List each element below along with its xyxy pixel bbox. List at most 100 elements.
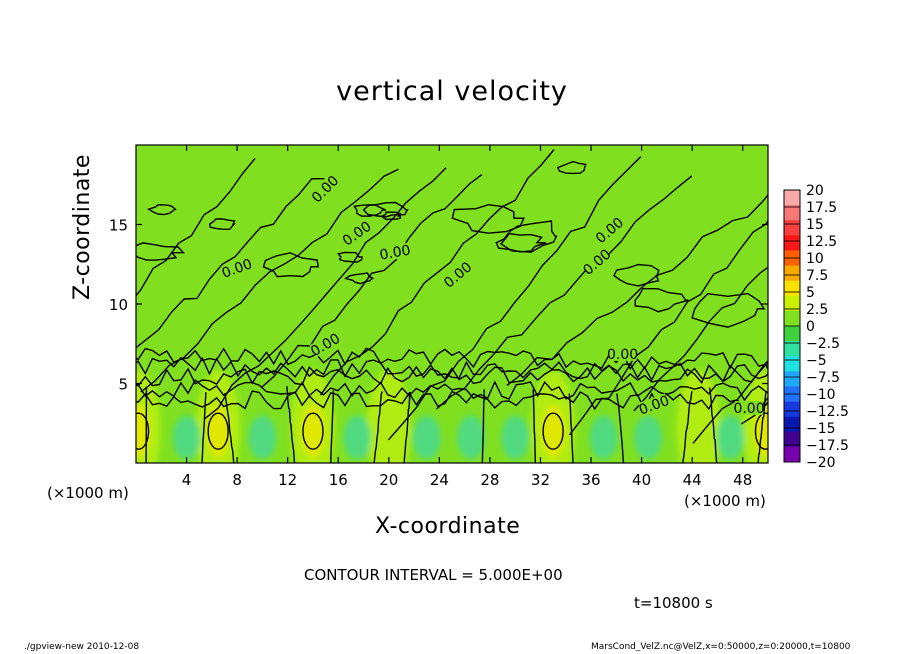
contour-interval-label: CONTOUR INTERVAL = 5.000E+00 [304, 566, 563, 584]
colorbar-label: −20 [806, 455, 836, 471]
contour-plume [403, 391, 411, 463]
contour-cell [542, 412, 564, 450]
contour-plume [481, 389, 485, 463]
contour-label-bg [341, 219, 373, 247]
contour-plume [757, 391, 767, 463]
colorbar-swatch [784, 371, 800, 387]
contour-plume [681, 391, 693, 463]
contour-closed [451, 203, 525, 234]
contour-line [140, 168, 399, 393]
contour-label-bg [309, 331, 341, 358]
background-field [136, 145, 768, 463]
downdraft-cell [412, 415, 441, 460]
y-axis-label: Z-coordinate [70, 154, 95, 300]
colorbar-swatch [784, 235, 800, 251]
x-unit-label-left: (×1000 m) [47, 484, 129, 502]
colorbar-label: 7.5 [806, 268, 828, 284]
contour-closed [353, 204, 387, 217]
contour-closed [344, 272, 374, 285]
x-tick-label: 36 [581, 471, 600, 489]
colorbar-label: 5 [806, 285, 815, 301]
x-tick-label: 48 [733, 471, 752, 489]
downdraft-cell [172, 415, 201, 460]
colorbar-label: 17.5 [806, 200, 837, 216]
colorbar-label: 12.5 [806, 234, 837, 250]
updraft-halo [366, 370, 411, 463]
y-axis: 5 10 15 [109, 217, 768, 394]
updraft-cell [753, 405, 768, 458]
colorbar-label: −10 [806, 387, 836, 403]
colorbar-label: 0 [806, 319, 815, 335]
footer-left: ./gpview-new 2010-12-08 [24, 642, 140, 652]
contour-plume [708, 387, 718, 463]
colorbar-label: −5 [806, 353, 827, 369]
colorbar-swatch [784, 295, 800, 312]
time-label: t=10800 s [634, 594, 713, 612]
contour-label: 0.00 [733, 401, 764, 417]
heatmap-area: 0.000.000.000.000.000.000.000.000.000.00… [136, 145, 768, 463]
contour-plume [532, 389, 537, 463]
contour-closed [634, 287, 689, 313]
updraft-cell [541, 405, 566, 458]
contour-closed [380, 211, 402, 221]
contour-closed [136, 242, 186, 261]
colorbar-swatch [784, 326, 800, 342]
x-tick-label: 24 [430, 471, 449, 489]
contour-cell [207, 412, 229, 450]
contour-plume [224, 393, 235, 463]
colorbar-swatch [784, 401, 800, 417]
contour-label-bg [221, 256, 253, 280]
contour-closed [499, 220, 558, 253]
y-tick-label: 10 [109, 296, 128, 314]
x-tick-label: 40 [632, 471, 651, 489]
contour-cell [302, 412, 324, 450]
x-tick-label: 4 [182, 471, 192, 489]
x-tick-label: 44 [683, 471, 702, 489]
colorbar-label: 20 [806, 183, 824, 199]
colorbar-swatch [784, 205, 800, 221]
colorbar-swatch [784, 310, 800, 327]
chart-title: vertical velocity [336, 76, 568, 107]
x-axis: 4 8 12 16 20 24 28 32 36 40 44 48 [182, 145, 752, 489]
contour-closed [495, 232, 547, 253]
downdraft-cell [633, 415, 662, 460]
downdraft-cell [456, 415, 485, 460]
colorbar-swatch [784, 431, 800, 448]
contour-plume [201, 392, 207, 463]
contour-closed [556, 160, 587, 175]
downdraft-cell [501, 415, 530, 460]
contour-lines [136, 149, 768, 463]
contour-closed [613, 263, 660, 287]
y-tick-label: 15 [109, 217, 128, 235]
contour-label-bg [581, 247, 612, 277]
colorbar-swatch [784, 190, 800, 206]
contour-label-bg [638, 393, 670, 417]
colorbar-label: −2.5 [806, 336, 840, 352]
contour-line [136, 363, 768, 388]
downdraft-cell [343, 415, 372, 460]
x-tick-label: 28 [480, 471, 499, 489]
colorbar-label: 2.5 [806, 302, 828, 318]
x-tick-label: 16 [329, 471, 348, 489]
downdraft-cell [716, 415, 745, 460]
downdraft-cell [589, 415, 618, 460]
contour-plume [330, 390, 335, 463]
colorbar-label: −15 [806, 421, 836, 437]
footer-right: MarsCond_VelZ.nc@VelZ,x=0:50000,z=0:2000… [591, 642, 851, 652]
contour-plume [373, 391, 383, 463]
contour-label-bg [735, 400, 764, 415]
y-tick-label: 5 [118, 376, 128, 394]
colorbar-label: −17.5 [806, 438, 849, 454]
colorbar-swatch [784, 416, 800, 433]
contour-closed [146, 204, 177, 216]
contour-line [136, 178, 325, 349]
downdraft-cell [248, 415, 277, 460]
contour-line [436, 175, 693, 410]
updraft-cell [300, 405, 325, 458]
contour-label-bg [310, 173, 340, 204]
colorbar-swatch [784, 280, 800, 297]
x-unit-label-right: (×1000 m) [684, 492, 766, 510]
shaded-field [136, 370, 768, 463]
contour-line [260, 174, 483, 389]
